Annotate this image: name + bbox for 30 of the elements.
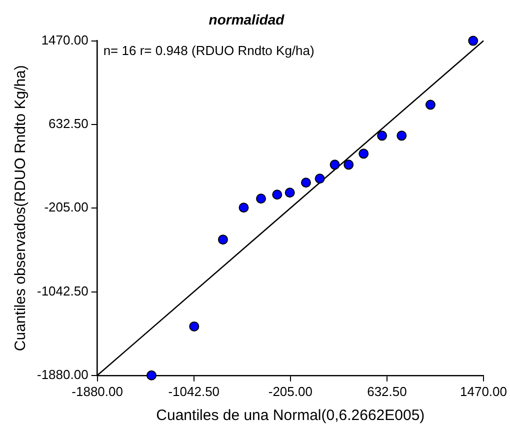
point: [468, 36, 478, 46]
point: [314, 174, 325, 184]
y-axis-title: Cuantiles observados(RDUO Rndto Kg/ha): [12, 65, 30, 352]
y-tick-label: -1880.00: [36, 366, 88, 382]
point: [146, 370, 156, 380]
y-tick-label: -1042.50: [36, 283, 88, 298]
point: [218, 234, 228, 245]
x-tick-label: -1042.50: [168, 384, 220, 399]
point: [238, 202, 249, 213]
point: [330, 160, 340, 170]
point: [189, 321, 200, 332]
y-tick-label: 632.50: [48, 116, 88, 132]
point: [396, 130, 407, 141]
x-tick-label: -1880.00: [72, 384, 123, 399]
point: [256, 194, 266, 204]
x-tick-label: -205.00: [268, 384, 312, 399]
point: [300, 178, 311, 188]
x-tick-label: 632.50: [367, 384, 407, 399]
x-tick-label: 1470.00: [460, 384, 508, 399]
point: [272, 190, 282, 200]
annotation: n= 16 r= 0.948 (RDUO Rndto Kg/ha): [103, 42, 314, 58]
y-tick-label: -205.00: [44, 200, 88, 215]
point: [344, 160, 354, 170]
chart-title: normalidad: [208, 11, 285, 28]
y-tick-label: 1470.00: [41, 32, 88, 48]
x-axis-title: Cuantiles de una Normal(0,6.2662E005): [156, 407, 425, 424]
point: [358, 148, 369, 159]
point: [425, 100, 436, 110]
point: [284, 188, 295, 198]
point: [377, 130, 388, 141]
